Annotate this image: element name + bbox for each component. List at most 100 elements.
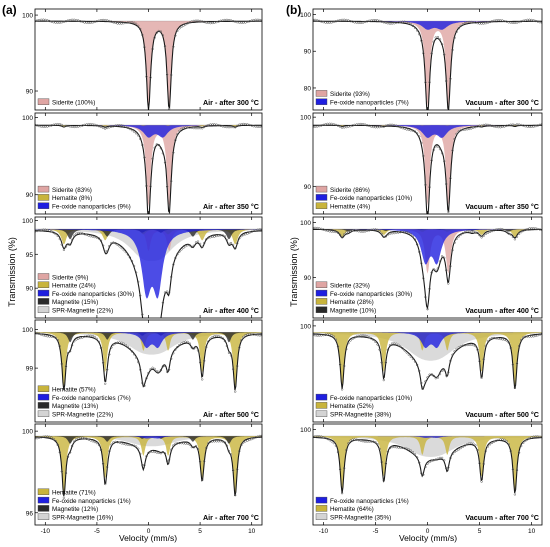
data-point [503, 19, 506, 23]
y-tick-label: 100 [300, 115, 311, 122]
y-tick-label: 100 [300, 220, 311, 227]
data-point [374, 340, 377, 343]
data-point [50, 20, 53, 23]
data-point [490, 20, 494, 23]
data-point [252, 437, 255, 440]
data-point [48, 229, 51, 232]
data-point [184, 442, 187, 445]
data-point [93, 20, 96, 24]
data-point [461, 344, 465, 347]
data-point [522, 19, 525, 22]
data-point [505, 440, 508, 443]
component-siderite [35, 125, 262, 208]
data-point [386, 123, 390, 127]
data-point [145, 377, 148, 380]
data-point [60, 123, 63, 127]
data-point [318, 334, 321, 337]
data-point [467, 20, 471, 24]
data-point [258, 434, 262, 438]
data-point [174, 34, 177, 37]
data-point [409, 233, 412, 236]
data-point [248, 438, 251, 441]
data-point [238, 123, 241, 126]
legend: Fe-oxide nanoparticles (1%)Hematite (64%… [315, 496, 409, 522]
legend-swatch-siderite [37, 185, 50, 193]
data-point [526, 438, 529, 441]
y-tick-label: 90 [304, 184, 312, 191]
data-point [44, 334, 47, 337]
data-point [184, 245, 187, 248]
data-point [440, 456, 444, 460]
data-point [445, 269, 448, 272]
data-point [118, 245, 121, 248]
data-point [338, 233, 342, 236]
data-point [330, 230, 333, 233]
data-point [397, 343, 400, 347]
x-tick-label: 0 [147, 528, 151, 535]
data-point [517, 232, 521, 236]
data-point [122, 248, 125, 252]
data-point [153, 367, 156, 371]
data-point [73, 440, 76, 443]
data-point [490, 229, 494, 233]
raw-data [35, 331, 262, 393]
data-point [422, 277, 425, 280]
data-point [426, 376, 429, 379]
data-point [322, 333, 325, 337]
data-point [388, 232, 392, 235]
data-point [418, 250, 421, 253]
y-tick-label: 100 [300, 323, 311, 330]
data-point [513, 386, 517, 390]
data-point [349, 339, 352, 342]
data-point [505, 124, 508, 127]
data-point [363, 334, 367, 337]
data-point [497, 228, 500, 231]
data-point [134, 22, 138, 25]
data-point [511, 363, 515, 366]
data-point [357, 334, 360, 338]
data-point [399, 126, 402, 129]
data-point [60, 470, 63, 473]
data-point [320, 334, 323, 337]
data-point [37, 332, 41, 335]
data-point [126, 443, 130, 446]
data-point [254, 229, 257, 232]
data-point [35, 20, 37, 23]
data-point [534, 334, 537, 338]
data-point [438, 372, 442, 376]
data-point [372, 18, 375, 22]
data-point [151, 366, 154, 369]
data-point [532, 227, 535, 230]
data-point [40, 125, 43, 128]
data-point [184, 340, 187, 343]
data-point [194, 241, 198, 244]
data-point [149, 185, 152, 188]
data-point [219, 335, 222, 339]
data-point [219, 234, 222, 237]
data-point [207, 123, 210, 127]
data-point [359, 21, 363, 25]
data-point [453, 137, 456, 141]
data-point [409, 23, 412, 26]
data-point [353, 438, 356, 441]
data-point [449, 77, 452, 80]
legend: Siderite (86%)Fe-oxide nanoparticles (10… [315, 185, 412, 211]
data-point [188, 342, 191, 345]
data-point [422, 386, 425, 389]
legend-label: Fe-oxide nanoparticles (30%) [52, 291, 134, 298]
data-point [522, 229, 525, 233]
data-point [242, 233, 245, 237]
data-point [324, 333, 327, 336]
data-point [434, 377, 437, 380]
data-point [95, 20, 99, 23]
data-point [459, 446, 462, 450]
data-point [246, 439, 249, 442]
data-point [42, 334, 45, 337]
legend-label: SPR-Magnetite (22%) [52, 308, 113, 315]
data-point [365, 335, 369, 338]
data-point [137, 447, 140, 450]
data-point [112, 441, 115, 444]
data-point [393, 342, 396, 345]
data-point [509, 123, 512, 126]
component-fe_oxide_nanoparticles [35, 332, 262, 349]
